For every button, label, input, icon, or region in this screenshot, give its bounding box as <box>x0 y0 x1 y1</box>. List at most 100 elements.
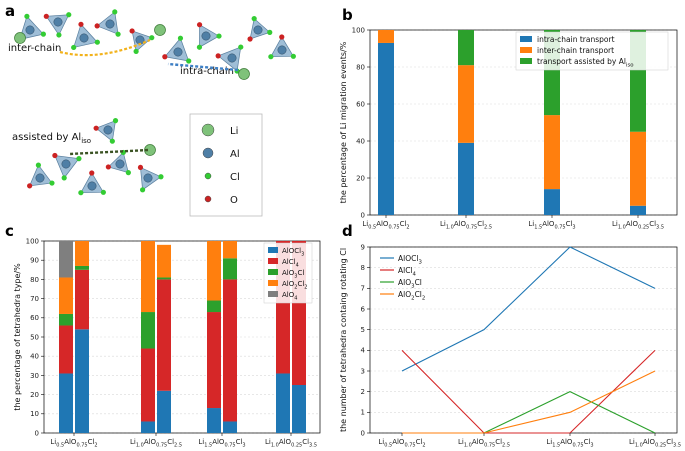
bar-segment <box>458 30 474 66</box>
atom-legend-label: O <box>230 195 238 206</box>
bar-segment <box>157 390 171 433</box>
bar-segment <box>207 241 221 301</box>
x-tick-label: Li1.0AlO0.75Cl2.5 <box>458 438 510 449</box>
bar-segment <box>59 313 73 326</box>
y-tick-label: 1 <box>361 409 365 417</box>
o-atom-icon <box>162 54 168 60</box>
intra-chain-label: intra-chain <box>180 66 234 77</box>
cl-atom-icon <box>112 118 119 124</box>
y-tick-label: 3 <box>361 367 365 375</box>
y-tick-label: 50 <box>30 333 39 341</box>
cl-atom-icon <box>66 12 72 18</box>
bar-segment <box>276 373 290 433</box>
y-tick-label: 80 <box>30 276 39 284</box>
o-atom-icon <box>204 195 212 203</box>
cl-atom-icon <box>56 32 62 38</box>
legend-label: AlOCl3 <box>282 247 304 258</box>
bar-segment <box>458 65 474 143</box>
chart-b: 0 20 40 60 80 100 the percentage of Li migrati… <box>339 26 678 231</box>
assisted-label: assisted by Aliso <box>12 132 91 145</box>
legend-swatch <box>268 269 278 275</box>
bar-segment <box>458 142 474 215</box>
x-tick-label: Li1.0AlO0.75Cl2.5 <box>130 438 182 449</box>
y-tick-label: 20 <box>356 174 365 182</box>
legend-label: AlO2Cl2 <box>282 280 307 291</box>
cl-atom-icon <box>238 44 244 50</box>
al-atom-icon <box>202 147 214 159</box>
cl-atom-icon <box>196 44 203 50</box>
legend-label: inter-chain transport <box>537 46 614 55</box>
li-atom-icon <box>154 24 166 36</box>
legend-label: AlO3Cl <box>398 278 422 290</box>
cl-atom-icon <box>267 29 273 35</box>
bar-segment <box>141 348 155 422</box>
y-tick-label: 40 <box>356 137 365 145</box>
bar-segment <box>207 300 221 313</box>
chart-c: 0 10 20 30 40 50 60 70 80 90 100 the percentage of … <box>13 237 321 449</box>
legend-swatch <box>268 280 278 286</box>
legend-label: AlO4 <box>282 291 297 302</box>
cl-atom-icon <box>61 175 67 181</box>
cl-atom-icon <box>71 44 77 51</box>
bar-segment <box>75 329 89 433</box>
y-tick-label: 0 <box>361 429 365 437</box>
o-atom-icon <box>215 53 221 59</box>
bar-segment <box>223 421 237 433</box>
series-line <box>402 370 656 434</box>
al-atom-icon <box>79 33 89 43</box>
bar-segment <box>292 385 306 433</box>
y-tick-label: 20 <box>30 391 39 399</box>
cl-atom-icon <box>35 162 41 168</box>
legend-swatch <box>520 58 532 64</box>
y-tick-label: 90 <box>30 257 39 265</box>
li-atom-icon <box>144 144 156 156</box>
x-tick-label: Li1.0AlO0.25Cl3.5 <box>265 438 317 449</box>
cl-atom-icon <box>24 13 30 19</box>
bar-segment <box>207 312 221 409</box>
al-atom-icon <box>61 159 71 169</box>
series-line <box>401 246 656 372</box>
o-atom-icon <box>247 36 253 42</box>
bar-segment <box>157 277 171 280</box>
o-atom-icon <box>27 183 33 189</box>
legend-box <box>515 31 669 71</box>
cl-atom-icon <box>186 58 192 64</box>
y-tick-label: 9 <box>361 243 365 251</box>
al-atom-icon <box>35 173 45 183</box>
li-atom-icon <box>238 68 250 80</box>
legend-swatch <box>520 36 532 42</box>
y-tick-label: 5 <box>361 326 365 334</box>
o-atom-icon <box>93 125 99 131</box>
al-atom-icon <box>87 181 97 191</box>
plot-frame <box>369 246 678 434</box>
bar-segment <box>141 421 155 433</box>
o-atom-icon <box>43 13 49 19</box>
panel-label-a: a <box>5 2 15 20</box>
cl-atom-icon <box>40 31 46 37</box>
cl-atom-icon <box>109 138 115 144</box>
o-atom-icon <box>279 34 285 40</box>
y-tick-label: 80 <box>356 63 365 71</box>
al-atom-icon <box>115 159 125 169</box>
legend-label: AlO2Cl2 <box>398 290 425 302</box>
bar-segment <box>75 265 89 270</box>
atom-legend-label: Cl <box>230 172 240 183</box>
x-tick-label: Li1.5AlO0.75Cl3 <box>546 438 593 449</box>
cl-atom-icon <box>139 187 146 193</box>
x-tick-label: Li1.0AlO0.25Cl3.5 <box>612 220 664 231</box>
y-tick-label: 30 <box>30 372 39 380</box>
legend-label: AlOCl3 <box>398 254 422 266</box>
legend-swatch <box>268 247 278 253</box>
x-tick-label: Li1.5AlO0.75Cl3 <box>198 438 245 449</box>
panel-label-c: c <box>5 222 14 240</box>
cl-atom-icon <box>100 189 106 195</box>
panel-a-structure: inter-chain intra-chain assisted by Alis… <box>8 9 296 217</box>
y-tick-label: 10 <box>30 410 39 418</box>
bar-segment <box>223 279 237 422</box>
li-atom-icon <box>201 123 215 137</box>
cl-atom-icon <box>49 180 55 186</box>
legend-label: AlCl4 <box>398 266 417 278</box>
y-tick-label: 40 <box>30 353 39 361</box>
al-atom-icon <box>143 173 153 183</box>
